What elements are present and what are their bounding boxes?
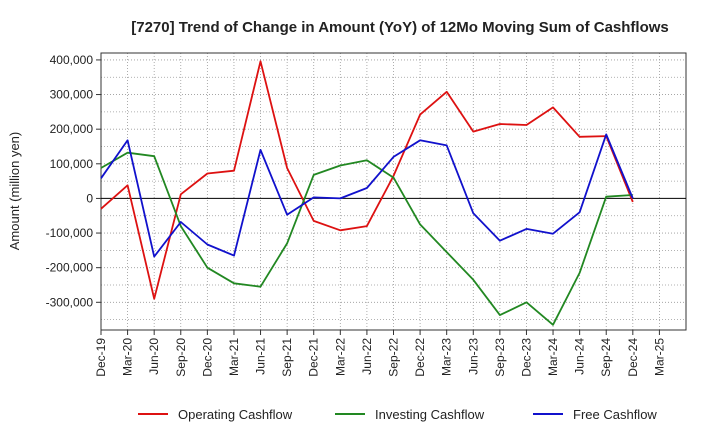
y-axis-label: Amount (million yen) (7, 132, 22, 251)
x-tick-label: Sep-21 (280, 338, 294, 377)
legend-label-free-cashflow: Free Cashflow (573, 407, 657, 422)
x-tick-label: Sep-24 (599, 338, 613, 377)
x-tick-label: Dec-24 (626, 338, 640, 377)
x-tick-label: Jun-22 (360, 338, 374, 375)
x-tick-label: Dec-19 (94, 338, 108, 377)
legend-label-investing-cashflow: Investing Cashflow (375, 407, 485, 422)
x-axis-ticks: Dec-19 Mar-20 Jun-20 Sep-20 Dec-20 Mar-21 Jun-… (94, 330, 666, 377)
x-tick-label: Jun-23 (466, 338, 480, 375)
y-tick-label: -100,000 (46, 226, 94, 240)
x-tick-label: Sep-22 (387, 338, 401, 377)
y-tick-label: 400,000 (50, 53, 94, 67)
x-tick-label: Dec-20 (200, 338, 214, 377)
x-tick-label: Jun-20 (147, 338, 161, 375)
legend: Operating Cashflow Investing Cashflow Free… (138, 407, 657, 422)
x-tick-label: Mar-22 (333, 338, 347, 376)
x-tick-label: Mar-24 (546, 338, 560, 376)
x-tick-label: Jun-21 (254, 338, 268, 375)
x-tick-label: Dec-23 (519, 338, 533, 377)
x-tick-label: Mar-21 (227, 338, 241, 376)
series-line-operating-cashflow (100, 60, 634, 300)
legend-label-operating-cashflow: Operating Cashflow (178, 407, 293, 422)
y-axis-ticks: -300,000 -200,000 -100,000 0 100,000 200,000 3… (46, 53, 101, 309)
y-tick-label: 0 (86, 191, 93, 205)
x-tick-label: Dec-21 (307, 338, 321, 377)
y-tick-label: -200,000 (46, 261, 94, 275)
y-tick-label: 300,000 (50, 88, 94, 102)
chart-title: [7270] Trend of Change in Amount (YoY) o… (131, 19, 669, 36)
x-tick-label: Sep-23 (493, 338, 507, 377)
x-tick-label: Dec-22 (413, 338, 427, 377)
x-tick-label: Mar-23 (440, 338, 454, 376)
y-tick-label: -300,000 (46, 295, 94, 309)
grid-lines (101, 53, 686, 330)
series-lines (100, 60, 634, 326)
series-line-investing-cashflow (100, 151, 633, 326)
y-tick-label: 200,000 (50, 122, 94, 136)
y-tick-label: 100,000 (50, 157, 94, 171)
x-tick-label: Jun-24 (573, 338, 587, 375)
x-tick-label: Mar-25 (652, 338, 666, 376)
x-tick-label: Mar-20 (121, 338, 135, 376)
x-tick-label: Sep-20 (174, 338, 188, 377)
series-line-free-cashflow (100, 133, 634, 258)
